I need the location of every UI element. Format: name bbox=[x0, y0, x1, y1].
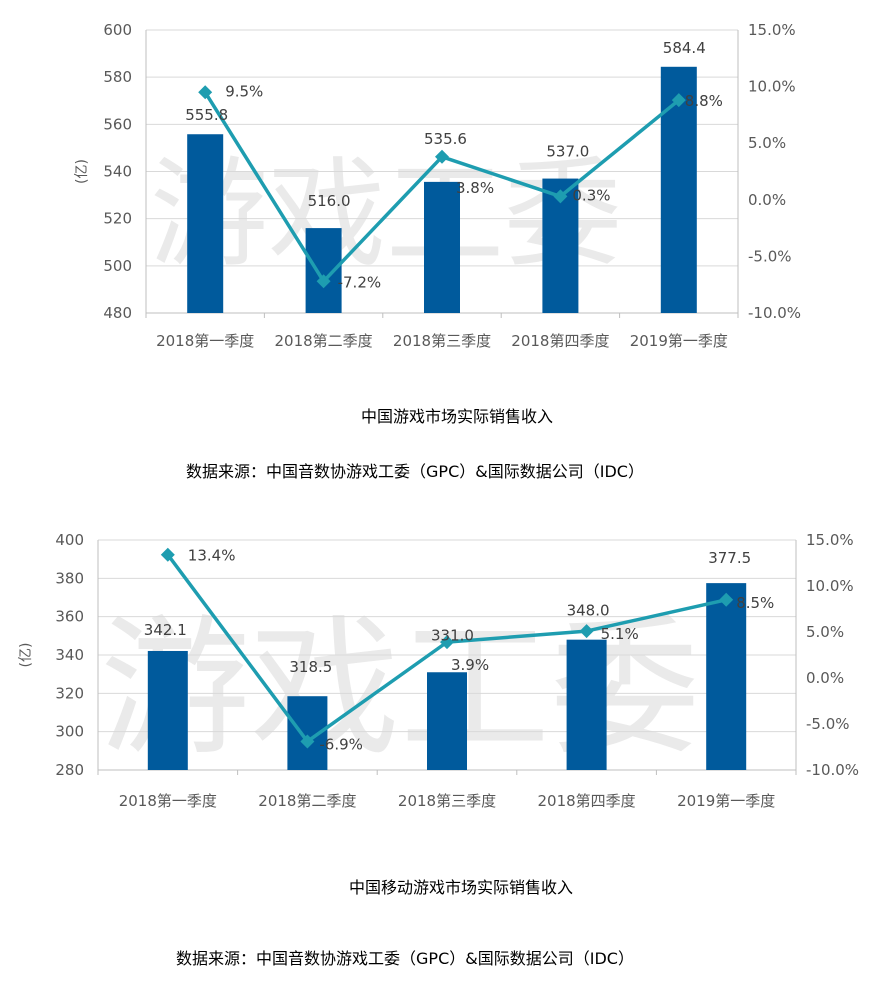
y-axis-label: (亿) bbox=[74, 159, 90, 184]
growth-point bbox=[198, 85, 213, 100]
bar-value-label: 331.0 bbox=[431, 626, 474, 644]
bar bbox=[424, 181, 460, 313]
y-tick-label: 560 bbox=[103, 115, 132, 133]
chart-source: 数据来源：中国音数协游戏工委（GPC）&国际数据公司（IDC） bbox=[176, 949, 634, 968]
growth-point bbox=[440, 635, 454, 650]
game-market-revenue-chart: 480 500 520 540 560 580 600 -10.0% -5.0% 0.0% 5.0%… bbox=[74, 21, 801, 481]
y-tick-label: 300 bbox=[55, 723, 84, 741]
y-tick-label: 380 bbox=[55, 569, 84, 587]
bar bbox=[187, 134, 224, 313]
growth-value-label: 3.9% bbox=[451, 656, 489, 674]
bar bbox=[566, 639, 607, 770]
y-tick-label: 360 bbox=[55, 608, 84, 626]
y2-tick-label: 15.0% bbox=[748, 21, 796, 39]
growth-point bbox=[300, 734, 315, 749]
y2-tick-label: 0.0% bbox=[748, 191, 786, 209]
growth-point bbox=[719, 592, 734, 607]
y-tick-label: 400 bbox=[55, 531, 84, 549]
bar-value-label: 516.0 bbox=[308, 192, 351, 210]
y-tick-label: 500 bbox=[103, 257, 132, 275]
category-label: 2018第四季度 bbox=[538, 792, 636, 810]
mobile-game-revenue-chart: 280 300 320 340 360 380 400 -10.0% -5.0% 0.0% 5.0%… bbox=[18, 531, 859, 968]
y2-tick-label: 15.0% bbox=[806, 531, 854, 549]
y2-tick-label: 5.0% bbox=[806, 623, 844, 641]
y2-tick-label: 0.0% bbox=[806, 669, 844, 687]
bar-value-label: 537.0 bbox=[546, 143, 589, 161]
y-tick-label: 480 bbox=[103, 304, 132, 322]
growth-point bbox=[435, 149, 449, 164]
bar bbox=[147, 650, 188, 770]
bar-value-label: 535.6 bbox=[424, 130, 467, 148]
bar-value-label: 555.8 bbox=[185, 106, 228, 124]
growth-value-label: 8.8% bbox=[685, 92, 723, 110]
category-label: 2018第三季度 bbox=[398, 792, 496, 810]
chart-title: 中国游戏市场实际销售收入 bbox=[361, 407, 553, 426]
bar-value-label: 342.1 bbox=[144, 621, 187, 639]
y-tick-label: 540 bbox=[103, 163, 132, 181]
growth-value-label: 13.4% bbox=[188, 547, 236, 565]
y-tick-label: 320 bbox=[55, 684, 84, 702]
category-label: 2019第一季度 bbox=[677, 792, 775, 810]
y2-tick-label: -10.0% bbox=[748, 304, 801, 322]
growth-value-label: 8.5% bbox=[736, 594, 774, 612]
category-label: 2019第一季度 bbox=[630, 332, 728, 350]
bar-value-label: 377.5 bbox=[708, 549, 751, 567]
category-label: 2018第三季度 bbox=[393, 332, 491, 350]
y-tick-label: 280 bbox=[55, 761, 84, 779]
growth-value-label: 0.3% bbox=[572, 186, 610, 204]
y2-tick-label: 5.0% bbox=[748, 134, 786, 152]
growth-value-label: 5.1% bbox=[601, 625, 639, 643]
chart-source: 数据来源：中国音数协游戏工委（GPC）&国际数据公司（IDC） bbox=[186, 462, 644, 481]
growth-value-label: 9.5% bbox=[225, 82, 263, 100]
category-label: 2018第一季度 bbox=[119, 792, 217, 810]
category-label: 2018第二季度 bbox=[258, 792, 356, 810]
growth-point bbox=[579, 624, 594, 639]
bar-value-label: 318.5 bbox=[289, 658, 332, 676]
growth-value-label: -7.2% bbox=[338, 273, 382, 291]
growth-point bbox=[160, 547, 175, 562]
growth-point bbox=[671, 93, 686, 108]
bar-value-label: 348.0 bbox=[567, 602, 610, 620]
chart-title: 中国移动游戏市场实际销售收入 bbox=[349, 878, 573, 897]
bar-value-label: 584.4 bbox=[663, 39, 706, 57]
growth-value-label: -6.9% bbox=[319, 735, 363, 753]
category-label: 2018第二季度 bbox=[275, 332, 373, 350]
y2-tick-label: -5.0% bbox=[748, 247, 792, 265]
y-tick-label: 520 bbox=[103, 210, 132, 228]
y2-tick-label: -5.0% bbox=[806, 715, 850, 733]
category-label: 2018第四季度 bbox=[511, 332, 609, 350]
bar bbox=[427, 672, 467, 770]
y-axis-label: (亿) bbox=[18, 643, 34, 668]
y2-tick-label: 10.0% bbox=[806, 577, 854, 595]
growth-value-label: 3.8% bbox=[456, 179, 494, 197]
bar bbox=[706, 583, 747, 770]
y-tick-label: 340 bbox=[55, 646, 84, 664]
y-tick-label: 580 bbox=[103, 68, 132, 86]
y2-tick-label: 10.0% bbox=[748, 78, 796, 96]
growth-point bbox=[316, 274, 331, 289]
category-label: 2018第一季度 bbox=[156, 332, 254, 350]
y2-tick-label: -10.0% bbox=[806, 761, 859, 779]
growth-point bbox=[553, 189, 568, 204]
y-tick-label: 600 bbox=[103, 21, 132, 39]
